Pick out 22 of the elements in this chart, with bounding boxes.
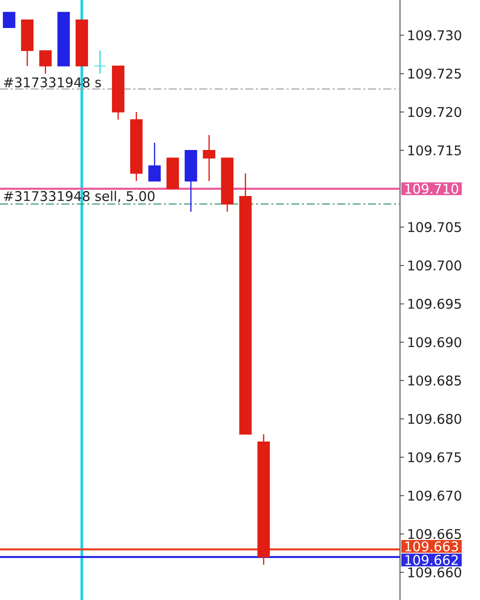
candlestick <box>94 50 106 74</box>
candlestick <box>39 50 52 74</box>
y-tick-label: 109.675 <box>408 452 461 462</box>
ref-line-label: 109.662 <box>405 554 458 566</box>
y-tick-label: 109.680 <box>408 414 462 424</box>
y-tick-label: 109.685 <box>408 376 461 386</box>
candlestick <box>202 134 216 182</box>
y-tick-label: 109.660 <box>408 567 462 578</box>
y-tick-label: 109.715 <box>408 145 461 156</box>
y-tick-label: 109.695 <box>408 298 461 309</box>
y-tick-label: 109.725 <box>408 68 461 79</box>
ref-line-label: 109.663 <box>405 541 458 552</box>
y-tick-label: 109.665 <box>408 528 461 540</box>
y-tick-label: 109.690 <box>408 337 462 348</box>
y-tick-label: 109.700 <box>408 260 462 271</box>
candlestick <box>2 12 16 28</box>
y-tick-label: 109.705 <box>408 222 461 232</box>
y-tick-label: 109.730 <box>408 30 462 40</box>
ref-line-label: 109.710 <box>405 184 458 194</box>
y-tick-label: 109.670 <box>408 490 462 501</box>
y-tick-label: 109.720 <box>408 106 462 118</box>
candlestick <box>148 142 161 182</box>
